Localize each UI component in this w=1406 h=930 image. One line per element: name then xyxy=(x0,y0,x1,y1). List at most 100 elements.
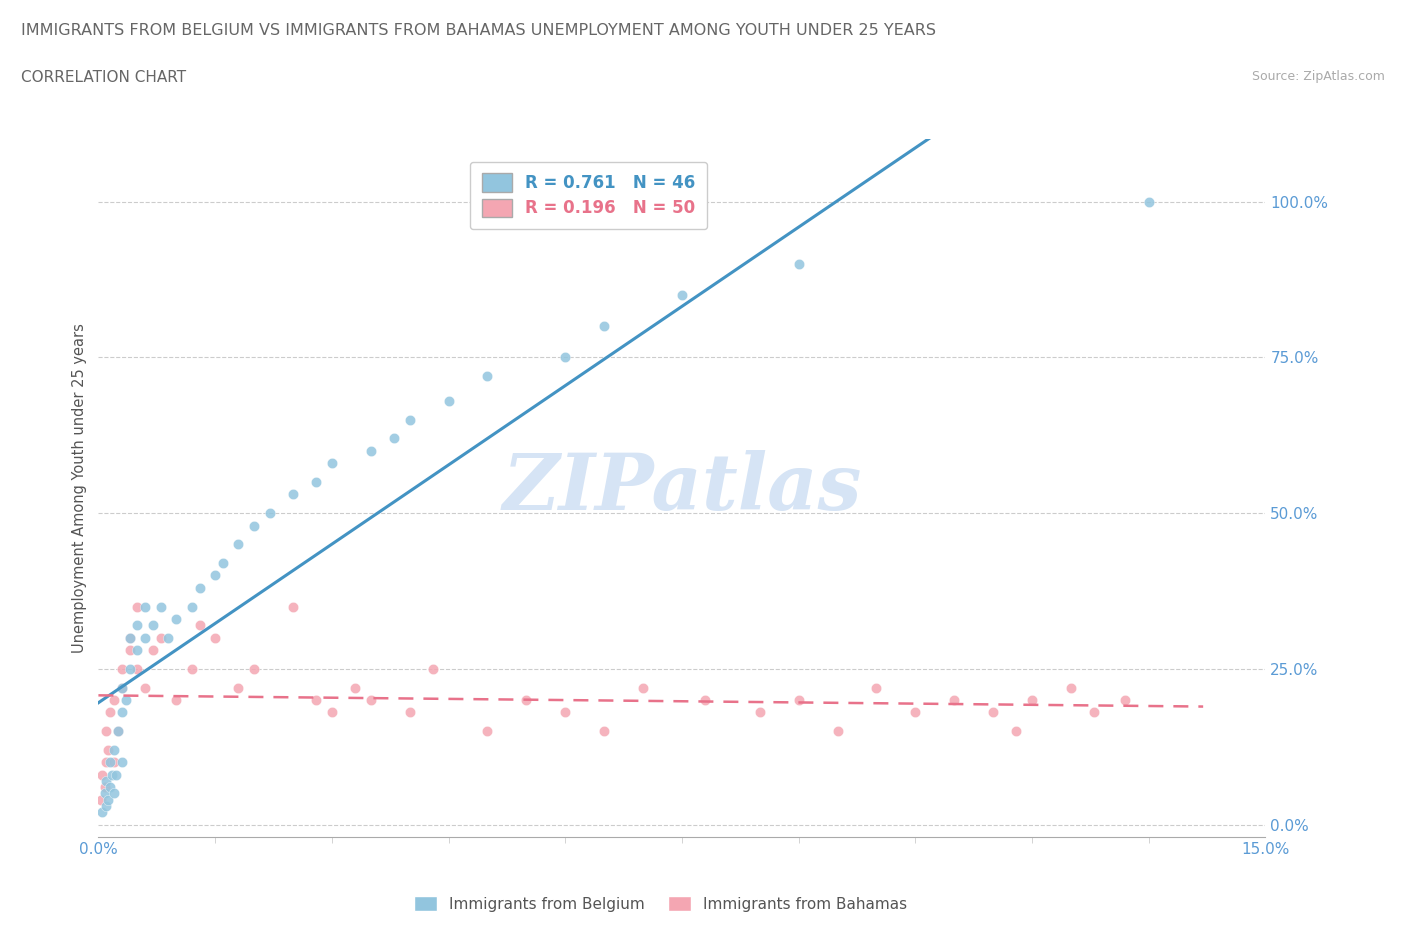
Point xyxy=(97,742,120,757)
Point xyxy=(204,568,226,583)
Point xyxy=(212,555,235,570)
Point xyxy=(142,618,165,632)
Point xyxy=(118,661,141,676)
Point xyxy=(103,693,125,708)
Point xyxy=(93,786,115,801)
Point xyxy=(360,444,382,458)
Point xyxy=(111,680,134,695)
Point xyxy=(943,693,966,708)
Point xyxy=(127,599,149,614)
Point xyxy=(127,661,149,676)
Point xyxy=(321,705,343,720)
Point xyxy=(515,693,537,708)
Point xyxy=(305,693,328,708)
Point xyxy=(281,599,304,614)
Legend: R = 0.761   N = 46, R = 0.196   N = 50: R = 0.761 N = 46, R = 0.196 N = 50 xyxy=(470,162,707,229)
Point xyxy=(554,350,576,365)
Point xyxy=(103,742,125,757)
Point xyxy=(134,599,156,614)
Point xyxy=(127,618,149,632)
Point xyxy=(149,599,172,614)
Point xyxy=(91,767,114,782)
Point xyxy=(98,705,121,720)
Point xyxy=(188,580,211,595)
Point xyxy=(398,412,420,427)
Point xyxy=(101,767,124,782)
Point xyxy=(1060,680,1083,695)
Point xyxy=(111,680,134,695)
Point xyxy=(157,631,180,645)
Point xyxy=(382,431,405,445)
Point xyxy=(787,257,810,272)
Point xyxy=(787,693,810,708)
Point xyxy=(321,456,343,471)
Point xyxy=(554,705,576,720)
Point xyxy=(104,767,127,782)
Point xyxy=(631,680,654,695)
Point xyxy=(98,755,121,770)
Point xyxy=(111,755,134,770)
Point xyxy=(243,661,266,676)
Point xyxy=(165,612,187,627)
Point xyxy=(107,724,129,738)
Point xyxy=(671,287,693,302)
Y-axis label: Unemployment Among Youth under 25 years: Unemployment Among Youth under 25 years xyxy=(72,324,87,653)
Point xyxy=(127,643,149,658)
Point xyxy=(111,705,134,720)
Point xyxy=(259,506,281,521)
Point xyxy=(477,368,499,383)
Point xyxy=(134,680,156,695)
Point xyxy=(142,643,165,658)
Point xyxy=(695,693,717,708)
Point xyxy=(827,724,849,738)
Point xyxy=(118,643,141,658)
Point xyxy=(96,774,118,789)
Point xyxy=(904,705,927,720)
Point xyxy=(91,804,114,819)
Point xyxy=(593,724,616,738)
Point xyxy=(90,792,112,807)
Point xyxy=(437,393,460,408)
Point xyxy=(1005,724,1028,738)
Point xyxy=(477,724,499,738)
Point xyxy=(281,487,304,502)
Point xyxy=(865,680,887,695)
Point xyxy=(228,537,250,551)
Point xyxy=(118,631,141,645)
Point xyxy=(204,631,226,645)
Point xyxy=(398,705,420,720)
Point xyxy=(1114,693,1136,708)
Point xyxy=(305,474,328,489)
Point xyxy=(1083,705,1105,720)
Point xyxy=(748,705,770,720)
Point xyxy=(360,693,382,708)
Point xyxy=(96,755,118,770)
Text: IMMIGRANTS FROM BELGIUM VS IMMIGRANTS FROM BAHAMAS UNEMPLOYMENT AMONG YOUTH UNDE: IMMIGRANTS FROM BELGIUM VS IMMIGRANTS FR… xyxy=(21,23,936,38)
Point xyxy=(93,779,115,794)
Point xyxy=(344,680,367,695)
Point xyxy=(243,518,266,533)
Point xyxy=(103,755,125,770)
Point xyxy=(188,618,211,632)
Text: CORRELATION CHART: CORRELATION CHART xyxy=(21,70,186,85)
Point xyxy=(114,693,136,708)
Point xyxy=(98,779,121,794)
Point xyxy=(1137,194,1160,209)
Point xyxy=(134,631,156,645)
Point xyxy=(96,724,118,738)
Point xyxy=(97,792,120,807)
Point xyxy=(228,680,250,695)
Point xyxy=(103,786,125,801)
Point xyxy=(165,693,187,708)
Point xyxy=(107,724,129,738)
Point xyxy=(1021,693,1043,708)
Point xyxy=(96,799,118,814)
Point xyxy=(118,631,141,645)
Text: ZIPatlas: ZIPatlas xyxy=(502,450,862,526)
Point xyxy=(593,319,616,334)
Point xyxy=(981,705,1004,720)
Legend: Immigrants from Belgium, Immigrants from Bahamas: Immigrants from Belgium, Immigrants from… xyxy=(408,890,914,918)
Point xyxy=(149,631,172,645)
Point xyxy=(111,661,134,676)
Point xyxy=(180,661,202,676)
